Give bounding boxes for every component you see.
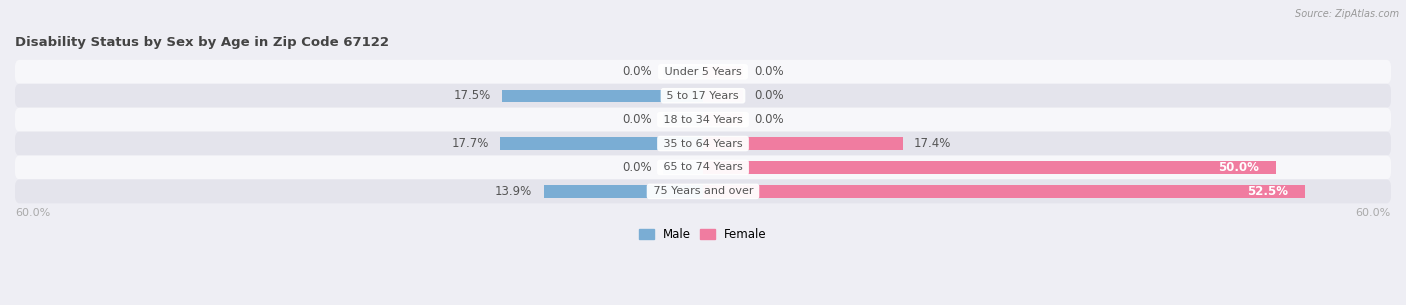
Bar bbox=[662, 161, 703, 174]
Text: 0.0%: 0.0% bbox=[621, 65, 651, 78]
Text: 35 to 64 Years: 35 to 64 Years bbox=[659, 138, 747, 149]
FancyBboxPatch shape bbox=[15, 60, 1391, 84]
Text: 18 to 34 Years: 18 to 34 Years bbox=[659, 115, 747, 125]
Text: 0.0%: 0.0% bbox=[621, 161, 651, 174]
Bar bbox=[703, 89, 744, 102]
Text: 13.9%: 13.9% bbox=[495, 185, 531, 198]
Text: 17.4%: 17.4% bbox=[914, 137, 952, 150]
Text: 5 to 17 Years: 5 to 17 Years bbox=[664, 91, 742, 101]
Bar bbox=[501, 137, 703, 150]
Bar bbox=[703, 137, 903, 150]
Text: Source: ZipAtlas.com: Source: ZipAtlas.com bbox=[1295, 9, 1399, 19]
Text: 0.0%: 0.0% bbox=[755, 65, 785, 78]
Bar bbox=[703, 113, 744, 126]
Bar bbox=[703, 161, 1277, 174]
FancyBboxPatch shape bbox=[15, 156, 1391, 179]
Bar bbox=[544, 185, 703, 198]
Text: 0.0%: 0.0% bbox=[755, 113, 785, 126]
FancyBboxPatch shape bbox=[15, 179, 1391, 203]
FancyBboxPatch shape bbox=[15, 84, 1391, 108]
Bar bbox=[662, 66, 703, 78]
FancyBboxPatch shape bbox=[15, 131, 1391, 156]
Text: 65 to 74 Years: 65 to 74 Years bbox=[659, 163, 747, 173]
Text: 17.5%: 17.5% bbox=[454, 89, 491, 102]
Bar bbox=[662, 113, 703, 126]
Text: 0.0%: 0.0% bbox=[621, 113, 651, 126]
Text: 52.5%: 52.5% bbox=[1247, 185, 1288, 198]
Text: 50.0%: 50.0% bbox=[1218, 161, 1260, 174]
FancyBboxPatch shape bbox=[15, 108, 1391, 131]
Text: Disability Status by Sex by Age in Zip Code 67122: Disability Status by Sex by Age in Zip C… bbox=[15, 36, 389, 49]
Text: 60.0%: 60.0% bbox=[1355, 208, 1391, 218]
Bar bbox=[502, 89, 703, 102]
Text: Under 5 Years: Under 5 Years bbox=[661, 67, 745, 77]
Text: 17.7%: 17.7% bbox=[451, 137, 488, 150]
Legend: Male, Female: Male, Female bbox=[640, 228, 766, 241]
Bar bbox=[703, 66, 744, 78]
Text: 75 Years and over: 75 Years and over bbox=[650, 186, 756, 196]
Text: 60.0%: 60.0% bbox=[15, 208, 51, 218]
Bar bbox=[703, 185, 1305, 198]
Text: 0.0%: 0.0% bbox=[755, 89, 785, 102]
